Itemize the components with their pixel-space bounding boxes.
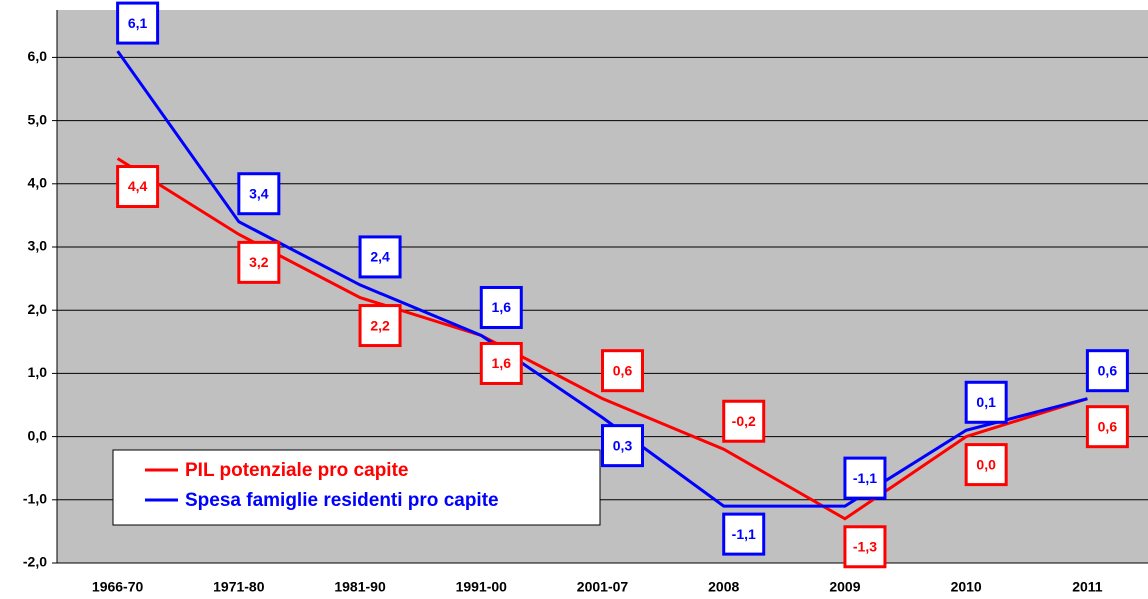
legend-label: PIL potenziale pro capite bbox=[185, 460, 408, 481]
data-label: 0,0 bbox=[976, 456, 996, 472]
data-label: 6,1 bbox=[128, 15, 148, 31]
data-label-box bbox=[237, 172, 281, 216]
data-label: 0,6 bbox=[613, 362, 633, 378]
data-label-box bbox=[116, 165, 160, 209]
data-label-box bbox=[1085, 349, 1129, 393]
data-label: 0,6 bbox=[1098, 362, 1118, 378]
x-tick-label: 2010 bbox=[951, 579, 982, 595]
data-label-box bbox=[843, 456, 887, 500]
x-tick-label: 2009 bbox=[829, 579, 860, 595]
data-label: 1,6 bbox=[492, 299, 512, 315]
data-label: 1,6 bbox=[492, 355, 512, 371]
y-tick-label: -1,0 bbox=[23, 491, 47, 507]
data-label-box bbox=[479, 341, 523, 385]
y-tick-label: 5,0 bbox=[28, 111, 48, 127]
data-label-box bbox=[964, 443, 1008, 487]
data-label-box bbox=[479, 285, 523, 329]
data-label: 0,1 bbox=[976, 394, 996, 410]
data-label-box bbox=[358, 304, 402, 348]
y-tick-label: 2,0 bbox=[28, 301, 48, 317]
x-tick-label: 1991-00 bbox=[456, 579, 508, 595]
data-label: 0,3 bbox=[613, 437, 633, 453]
data-label-box bbox=[237, 240, 281, 284]
data-label-box bbox=[601, 424, 644, 468]
data-label: 3,2 bbox=[249, 254, 269, 270]
x-tick-label: 2001-07 bbox=[577, 579, 629, 595]
x-tick-label: 1971-80 bbox=[213, 579, 265, 595]
y-tick-label: 0,0 bbox=[28, 427, 48, 443]
data-label: -1,1 bbox=[853, 470, 877, 486]
data-label-box bbox=[116, 1, 160, 45]
x-tick-label: 2011 bbox=[1072, 579, 1103, 595]
data-label-box bbox=[722, 512, 766, 556]
data-label-box bbox=[722, 399, 766, 443]
data-label-box bbox=[601, 349, 644, 393]
data-label: 0,6 bbox=[1098, 418, 1118, 434]
y-tick-label: -2,0 bbox=[23, 554, 47, 570]
y-tick-label: 6,0 bbox=[28, 48, 48, 64]
data-label: 2,4 bbox=[370, 249, 390, 265]
data-label: 4,4 bbox=[128, 178, 148, 194]
y-tick-label: 1,0 bbox=[28, 364, 48, 380]
x-tick-label: 1981-90 bbox=[334, 579, 386, 595]
data-label: -1,3 bbox=[853, 538, 877, 554]
data-label-box bbox=[964, 380, 1008, 424]
data-label: 2,2 bbox=[370, 317, 390, 333]
legend-label: Spesa famiglie residenti pro capite bbox=[185, 490, 499, 511]
data-label: -1,1 bbox=[732, 526, 756, 542]
data-label: -0,2 bbox=[732, 413, 756, 429]
data-label-box bbox=[843, 525, 887, 569]
x-tick-label: 2008 bbox=[708, 579, 739, 595]
data-label-box bbox=[1085, 405, 1129, 449]
legend-box bbox=[112, 449, 601, 526]
y-tick-label: 4,0 bbox=[28, 175, 48, 191]
x-tick-label: 1966-70 bbox=[92, 579, 144, 595]
y-tick-label: 3,0 bbox=[28, 238, 48, 254]
data-label-box bbox=[358, 235, 402, 279]
data-label: 3,4 bbox=[249, 185, 269, 201]
